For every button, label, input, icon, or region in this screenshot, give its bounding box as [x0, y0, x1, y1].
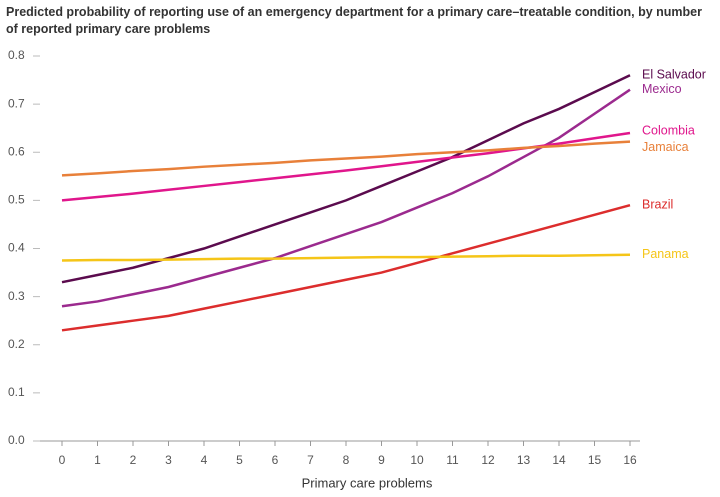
series-label: Panama — [642, 247, 689, 261]
x-tick-label: 2 — [130, 453, 137, 467]
x-tick-label: 5 — [236, 453, 243, 467]
y-tick-label: 0.2 — [8, 337, 25, 351]
series-label: Brazil — [642, 197, 673, 211]
y-tick-label: 0.7 — [8, 96, 25, 110]
x-tick-label: 12 — [481, 453, 495, 467]
x-tick-label: 15 — [588, 453, 602, 467]
x-tick-label: 4 — [201, 453, 208, 467]
y-tick-label: 0.0 — [8, 433, 25, 447]
series-label: Colombia — [642, 123, 695, 137]
y-tick-label: 0.4 — [8, 241, 25, 255]
x-axis-label: Primary care problems — [302, 475, 433, 490]
line — [61, 203, 631, 332]
x-tick-label: 1 — [94, 453, 101, 467]
line — [61, 88, 631, 308]
series-label: El Salvador — [642, 68, 706, 82]
line — [61, 131, 631, 202]
line — [61, 253, 631, 262]
chart-title: Predicted probability of reporting use o… — [6, 5, 702, 36]
x-tick-label: 10 — [410, 453, 424, 467]
series-label: Mexico — [642, 82, 682, 96]
series-label: Jamaica — [642, 140, 689, 154]
y-tick-label: 0.1 — [8, 385, 25, 399]
x-tick-label: 11 — [446, 453, 459, 467]
y-tick-label: 0.5 — [8, 193, 25, 207]
x-tick-label: 16 — [623, 453, 637, 467]
line — [61, 140, 631, 177]
x-tick-label: 9 — [378, 453, 385, 467]
x-tick-label: 7 — [307, 453, 314, 467]
x-tick-label: 6 — [272, 453, 279, 467]
x-tick-label: 14 — [552, 453, 566, 467]
x-tick-label: 8 — [343, 453, 350, 467]
line — [61, 74, 631, 284]
y-tick-label: 0.3 — [8, 289, 25, 303]
y-tick-label: 0.8 — [8, 48, 25, 62]
y-tick-label: 0.6 — [8, 144, 25, 158]
x-tick-label: 13 — [517, 453, 531, 467]
x-tick-label: 0 — [59, 453, 66, 467]
x-tick-label: 3 — [165, 453, 172, 467]
